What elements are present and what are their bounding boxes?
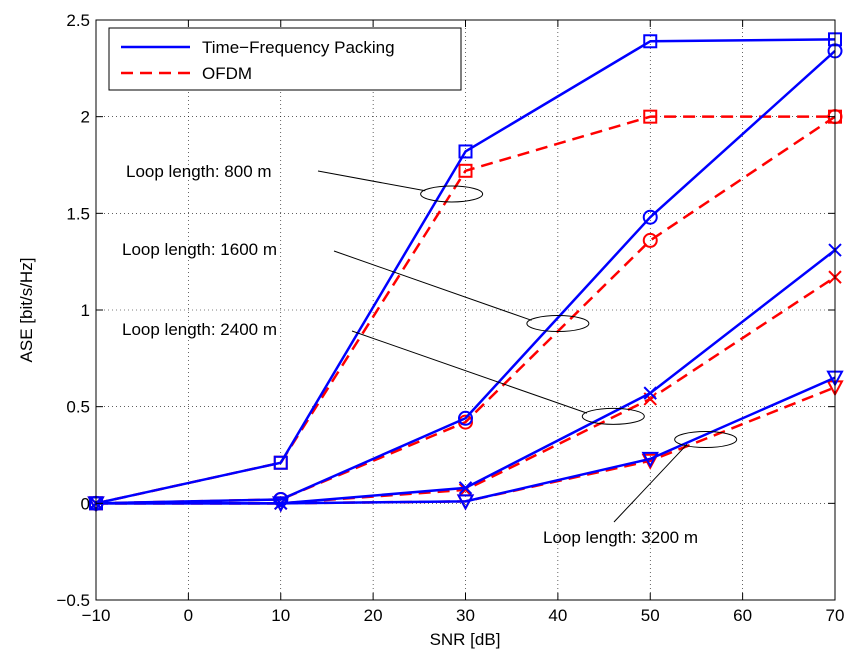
series-line-1600-m-time-frequency-packing (95, 50, 836, 505)
legend: Time−Frequency Packing OFDM (108, 27, 462, 91)
x-tick-label: 70 (826, 606, 845, 625)
annotation-ellipse (526, 315, 590, 333)
data-point-1600-m-time-frequency-packing (642, 209, 658, 225)
data-point-2400-m-time-frequency-packing (458, 481, 473, 495)
x-tick-label: 60 (733, 606, 752, 625)
annotation-ellipse (581, 407, 645, 425)
data-point-1600-m-ofdm (642, 232, 658, 248)
data-point-800-m-time-frequency-packing (643, 34, 658, 49)
annotation-3: Loop length: 3200 m (543, 431, 738, 547)
annotation-label: Loop length: 3200 m (543, 528, 698, 547)
data-point-800-m-time-frequency-packing (458, 144, 473, 159)
annotation-label: Loop length: 2400 m (122, 320, 277, 339)
y-tick-label: 1.5 (66, 204, 90, 223)
annotation-2: Loop length: 2400 m (122, 320, 645, 425)
annotation-ellipse (674, 431, 738, 449)
annotation-0: Loop length: 800 m (126, 162, 484, 203)
annotation-label: Loop length: 800 m (126, 162, 272, 181)
data-point-3200-m-time-frequency-packing (641, 451, 659, 468)
x-tick-label: 50 (641, 606, 660, 625)
series-line-800-m-time-frequency-packing (95, 38, 836, 505)
annotation-ellipse (420, 185, 484, 203)
series-line-800-m-ofdm (95, 115, 835, 505)
legend-label-ofdm: OFDM (202, 64, 252, 83)
x-tick-label: 0 (184, 606, 193, 625)
legend-label-tfp: Time−Frequency Packing (202, 38, 395, 57)
y-tick-label: 2 (81, 108, 90, 127)
x-tick-label: 10 (271, 606, 290, 625)
annotation-leader-line (317, 170, 426, 192)
annotation-leader-line (333, 250, 532, 321)
data-point-1600-m-time-frequency-packing (458, 410, 473, 426)
annotation-1: Loop length: 1600 m (122, 240, 590, 333)
y-tick-label: 2.5 (66, 11, 90, 30)
data-point-2400-m-time-frequency-packing (643, 386, 657, 400)
y-tick-label: 0.5 (66, 398, 90, 417)
axis-ticks: −10 0 10 20 30 40 50 60 70 −0.5 0 0.5 1 1.5 2 2.5 (56, 11, 844, 625)
x-tick-label: 40 (548, 606, 567, 625)
data-point-800-m-ofdm (643, 109, 658, 124)
y-tick-label: −0.5 (56, 591, 90, 610)
data-point-800-m-ofdm (458, 163, 473, 178)
annotation-leader-line (613, 443, 688, 523)
x-tick-label: 30 (456, 606, 475, 625)
annotation-layer: Loop length: 800 m Loop length: 1600 m Loo… (122, 162, 738, 547)
y-tick-label: 0 (81, 494, 90, 513)
data-point-3200-m-time-frequency-packing (456, 494, 475, 511)
annotation-label: Loop length: 1600 m (122, 240, 277, 259)
x-axis-label: SNR [dB] (430, 630, 501, 649)
legend-box (108, 27, 462, 91)
x-tick-label: 20 (364, 606, 383, 625)
x-tick-label: −10 (82, 606, 111, 625)
y-tick-label: 1 (81, 301, 90, 320)
annotation-leader-line (351, 330, 588, 414)
data-point-3200-m-time-frequency-packing (272, 496, 290, 513)
y-axis-label: ASE [bit/s/Hz] (17, 258, 36, 363)
data-point-800-m-time-frequency-packing (273, 455, 288, 470)
